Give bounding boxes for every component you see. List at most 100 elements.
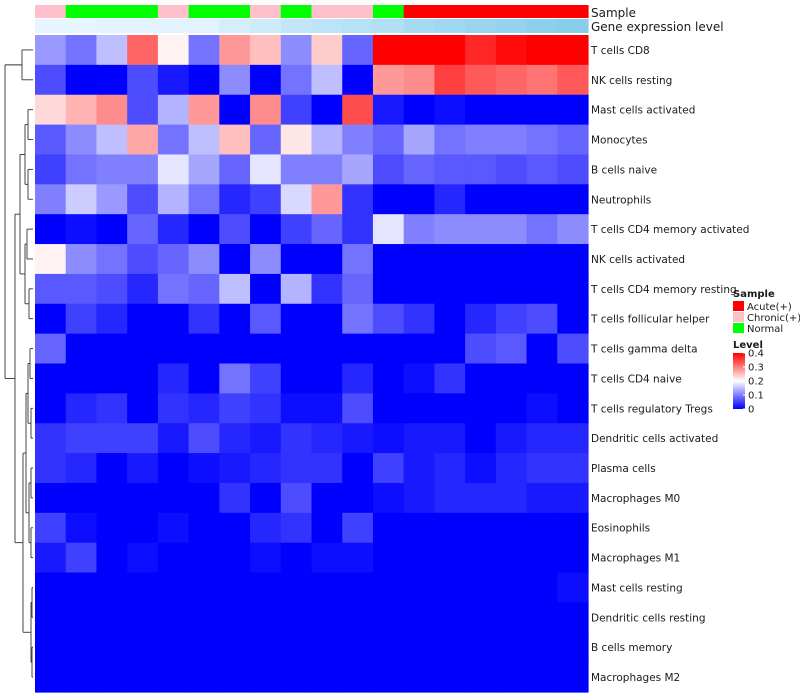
heatmap-cell: [35, 482, 67, 514]
heatmap-cell: [403, 303, 435, 335]
heatmap-cell: [188, 124, 220, 156]
heatmap-cell: [311, 124, 343, 156]
heatmap-cell: [526, 662, 558, 693]
heatmap-cell: [127, 124, 159, 156]
heatmap-cell: [219, 423, 251, 454]
heatmap-cell: [495, 303, 528, 335]
heatmap-cell: [526, 214, 558, 245]
heatmap-cell: [96, 94, 128, 126]
heatmap-cell: [280, 184, 313, 215]
sample-annotation-cell: [372, 5, 405, 18]
heatmap-cell: [127, 482, 159, 514]
sample-annotation-cell: [35, 5, 67, 18]
heatmap-cell: [434, 94, 466, 126]
heatmap-cell: [127, 273, 159, 305]
heatmap-cell: [495, 154, 528, 185]
sample-annotation-cell: [495, 5, 528, 18]
heatmap-cell: [280, 154, 313, 185]
heatmap-cell: [250, 154, 282, 185]
expression-annotation-cell: [526, 19, 558, 33]
heatmap-cell: [35, 393, 67, 424]
heatmap-cell: [342, 303, 374, 335]
heatmap-cell: [434, 542, 466, 574]
heatmap-cell: [157, 184, 190, 215]
expression-annotation-cell: [127, 19, 159, 33]
legend-entry-label: Chronic(+): [747, 313, 800, 324]
heatmap-cell: [280, 94, 313, 126]
sample-annotation-cell: [65, 5, 98, 18]
heatmap-cell: [372, 453, 405, 484]
heatmap-cell: [157, 602, 190, 633]
heatmap-cell: [403, 453, 435, 484]
heatmap-cell: [342, 632, 374, 663]
heatmap-cell: [557, 64, 589, 96]
heatmap-cell: [65, 303, 98, 335]
heatmap-cell: [557, 632, 589, 663]
heatmap-cell: [465, 572, 497, 604]
heatmap-cell: [127, 303, 159, 335]
heatmap-cell: [219, 273, 251, 305]
heatmap-cell: [434, 303, 466, 335]
expression-annotation-cell: [96, 19, 128, 33]
heatmap-cell: [250, 453, 282, 484]
legend-tick-label: 0.3: [748, 363, 764, 374]
heatmap-cell: [311, 632, 343, 663]
expression-annotation-cell: [188, 19, 220, 33]
heatmap-cell: [495, 632, 528, 663]
heatmap-cell: [35, 154, 67, 185]
heatmap-cell: [188, 94, 220, 126]
heatmap-cell: [403, 214, 435, 245]
heatmap-cell: [526, 393, 558, 424]
heatmap-cell: [127, 423, 159, 454]
heatmap-cell: [280, 393, 313, 424]
heatmap-cell: [219, 453, 251, 484]
sample-annotation-cell: [403, 5, 435, 18]
heatmap-cell: [65, 512, 98, 544]
heatmap-cell: [157, 214, 190, 245]
heatmap-cell: [372, 363, 405, 394]
heatmap-cell: [372, 184, 405, 215]
heatmap-cell: [188, 333, 220, 365]
sample-annotation-cell: [557, 5, 589, 18]
heatmap-cell: [311, 482, 343, 514]
heatmap-cell: [219, 94, 251, 126]
heatmap-cell: [127, 35, 159, 66]
heatmap-cell: [219, 482, 251, 514]
heatmap-cell: [35, 662, 67, 693]
heatmap-cell: [157, 572, 190, 604]
heatmap-cell: [526, 124, 558, 156]
heatmap-cell: [65, 453, 98, 484]
heatmap-cell: [35, 512, 67, 544]
heatmap-cell: [465, 124, 497, 156]
heatmap-cell: [526, 602, 558, 633]
heatmap-cell: [311, 393, 343, 424]
expression-annotation-cell: [495, 19, 528, 33]
heatmap-cell: [311, 154, 343, 185]
heatmap-cell: [526, 94, 558, 126]
heatmap-cell: [65, 124, 98, 156]
heatmap-cell: [434, 423, 466, 454]
heatmap-cell: [157, 632, 190, 663]
heatmap-cell: [557, 662, 589, 693]
heatmap-cell: [250, 363, 282, 394]
heatmap-cell: [65, 154, 98, 185]
heatmap-cell: [342, 423, 374, 454]
heatmap-cell: [342, 393, 374, 424]
heatmap-cell: [403, 662, 435, 693]
heatmap-cell: [557, 124, 589, 156]
heatmap-cell: [465, 662, 497, 693]
heatmap-cell: [465, 303, 497, 335]
heatmap-cell: [219, 303, 251, 335]
heatmap-cell: [65, 184, 98, 215]
heatmap-cell: [557, 572, 589, 604]
heatmap-cell: [188, 303, 220, 335]
row-label: T cells CD4 memory activated: [590, 224, 749, 236]
heatmap-cell: [311, 244, 343, 275]
heatmap-cell: [96, 64, 128, 96]
heatmap-cell: [495, 124, 528, 156]
heatmap-cell: [557, 482, 589, 514]
heatmap-cell: [465, 94, 497, 126]
heatmap-cell: [372, 542, 405, 574]
heatmap-cell: [465, 363, 497, 394]
row-label: T cells CD4 naive: [590, 373, 682, 385]
